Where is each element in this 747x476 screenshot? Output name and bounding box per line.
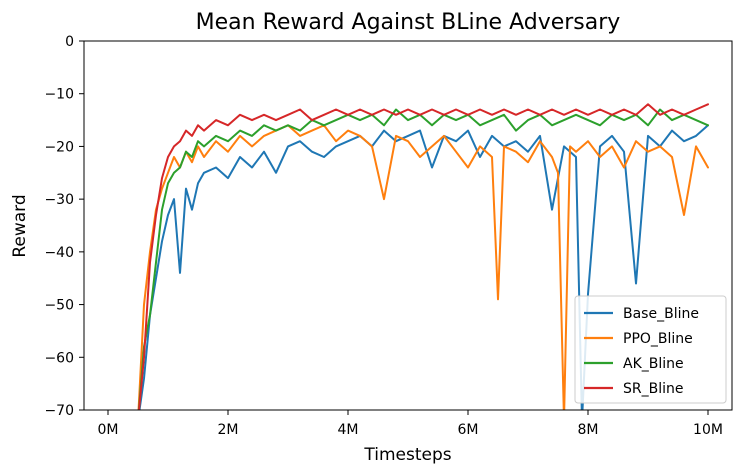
y-tick-label: 0 <box>65 34 74 50</box>
y-tick-label: −40 <box>44 245 74 261</box>
plot-frame <box>83 40 733 411</box>
y-tick-label: −70 <box>44 403 74 419</box>
y-tick-label: −20 <box>44 139 74 155</box>
series-layer <box>137 103 709 410</box>
legend-label: PPO_Bline <box>623 331 693 347</box>
series-line-1 <box>137 124 709 410</box>
legend-box <box>574 295 727 404</box>
y-axis-title: Reward <box>10 194 30 257</box>
x-tick-label: 10M <box>693 422 723 438</box>
axes-layer: 0M 2M 4M 6M 8M 10M 0 −10 −20 −30 −40 −50 −60 −70 <box>44 34 733 438</box>
y-tick-label: −30 <box>44 192 74 208</box>
x-tick-label: 4M <box>338 422 359 438</box>
legend-label: SR_Bline <box>623 381 683 397</box>
series-line-2 <box>137 108 709 410</box>
legend-label: Base_Bline <box>623 306 699 322</box>
x-tick-label: 6M <box>458 422 479 438</box>
x-tick-label: 8M <box>578 422 599 438</box>
y-tick-label: −10 <box>44 87 74 103</box>
chart-title: Mean Reward Against BLine Adversary <box>196 10 621 35</box>
legend: Base_Bline PPO_Bline AK_Bline SR_Bline <box>574 295 727 404</box>
x-axis-title: Timesteps <box>363 445 451 465</box>
legend-label: AK_Bline <box>623 356 684 372</box>
x-tick-label: 2M <box>218 422 239 438</box>
series-line-3 <box>137 103 709 410</box>
x-tick-label: 0M <box>98 422 119 438</box>
y-tick-label: −50 <box>44 298 74 314</box>
y-tick-label: −60 <box>44 350 74 366</box>
